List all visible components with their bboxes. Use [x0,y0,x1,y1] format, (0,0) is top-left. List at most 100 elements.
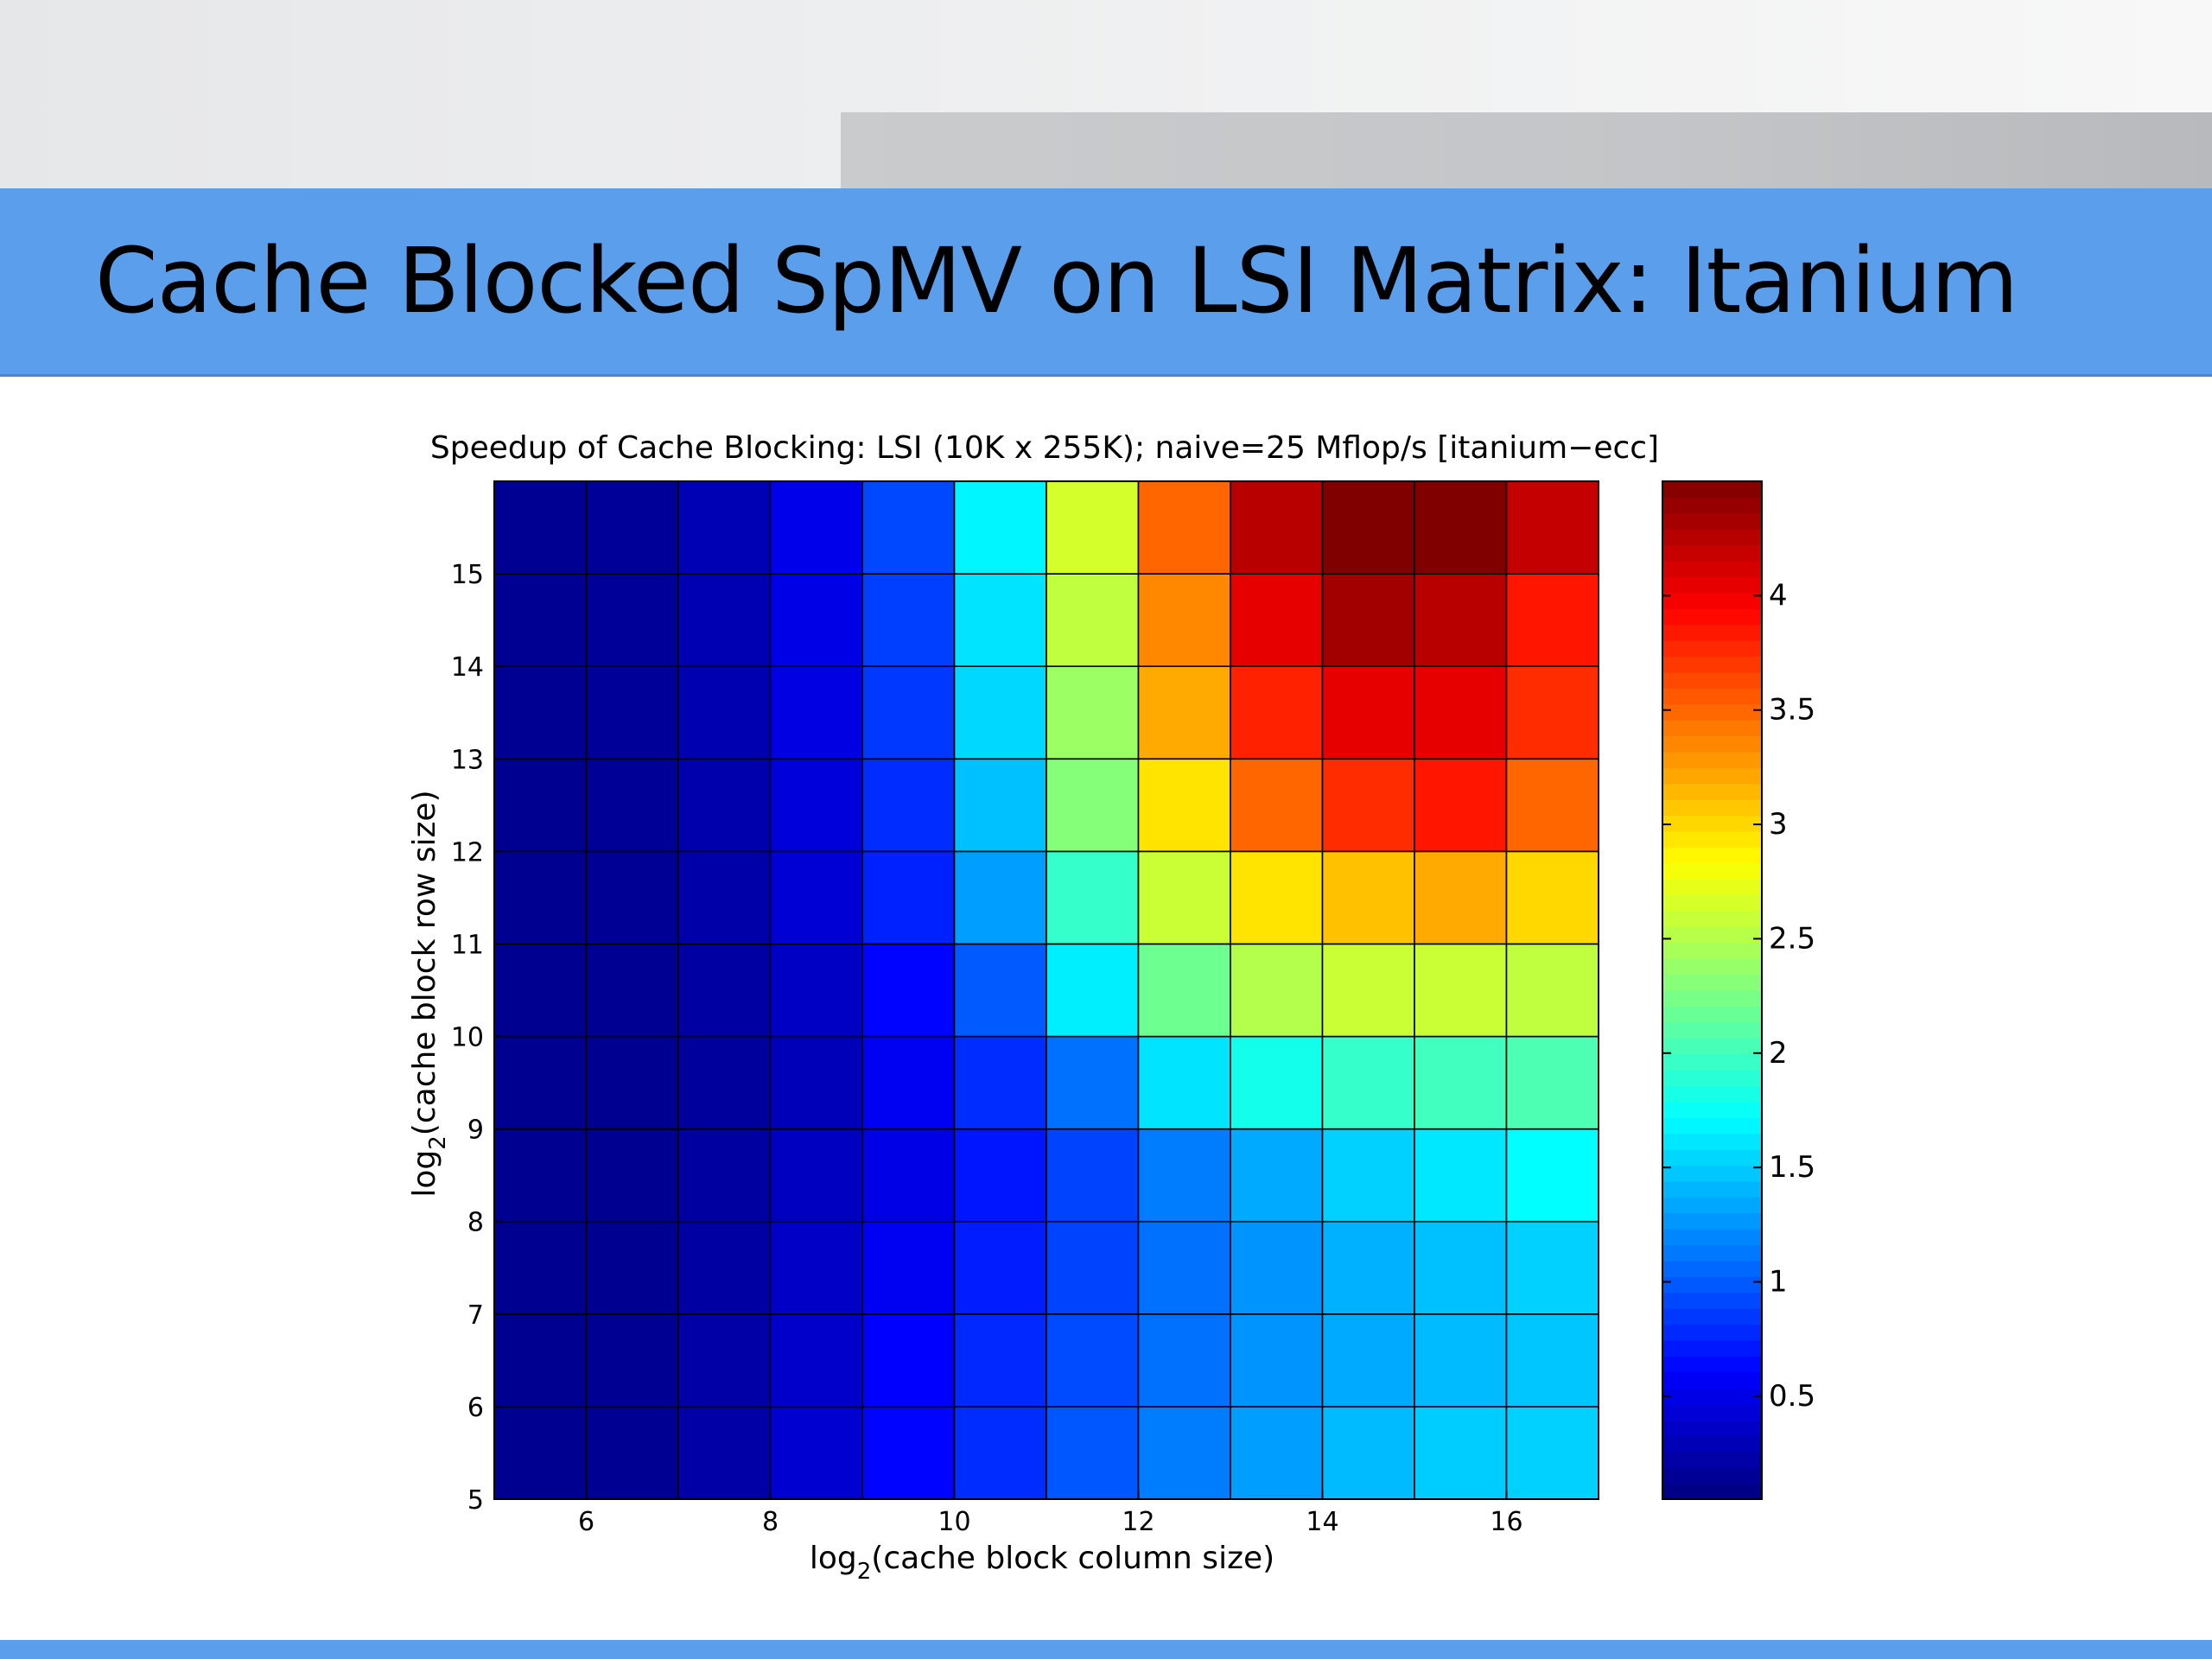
colorbar-segment [1662,1149,1762,1166]
heatmap-cell [1230,1313,1324,1408]
colorbar-segment [1662,783,1762,800]
heatmap-cell [585,943,679,1038]
x-axis-ticks: 6 8 10 12 14 16 [578,1491,1523,1537]
heatmap-cell [677,480,772,575]
heatmap-cell [677,943,772,1038]
colorbar-segment [1662,910,1762,927]
y-tick-label: 9 [467,1116,484,1146]
chart-title: Speedup of Cache Blocking: LSI (10K x 25… [430,430,1659,466]
heatmap-cell [861,573,956,667]
heatmap-cell [1414,1035,1508,1130]
heatmap-cell [1046,480,1140,575]
x-axis-label-text: (cache block column size) [871,1541,1274,1576]
colorbar-segment [1662,608,1762,626]
heatmap-cell [1505,480,1599,575]
y-axis-label: log2(cache block row size) [407,790,451,1197]
heatmap-cell [585,1406,679,1500]
colorbar-segment [1662,1180,1762,1198]
y-tick-label: 8 [467,1208,484,1238]
heatmap-cell [953,1406,1047,1500]
heatmap-cell [861,850,956,945]
y-axis-label-subscript: 2 [425,1135,451,1150]
colorbar-segment [1662,830,1762,848]
heatmap-cell [1321,1128,1415,1223]
heatmap-cell [1230,1128,1324,1223]
x-tick-label: 8 [762,1507,779,1537]
x-tick-label: 6 [578,1507,594,1537]
colorbar-segment [1662,592,1762,609]
heatmap-cell [861,1313,956,1408]
y-axis-label-log: log [407,1150,442,1198]
colorbar-frame [1662,480,1763,1500]
heatmap-cell [493,1313,588,1408]
heatmap-cell [1321,943,1415,1038]
heatmap-cell [953,480,1047,575]
heatmap-cell [1414,1406,1508,1500]
heatmap-cell [585,665,679,760]
colorbar-segment [1662,1085,1762,1103]
colorbar-segment [1662,1229,1762,1246]
x-tick-label: 12 [1122,1507,1154,1537]
heatmap-cell [1321,758,1415,853]
heatmap-cell [1321,1406,1415,1500]
heatmap-cell [861,943,956,1038]
heatmap-cell [1046,1128,1140,1223]
heatmap-cell [585,758,679,853]
heatmap-cell [585,573,679,667]
heatmap-cell [861,758,956,853]
colorbar-segment [1662,1339,1762,1357]
colorbar-tick-label: 4 [1769,578,1788,613]
plot-frame [493,480,1599,1500]
heatmap-cell [769,1220,863,1315]
colorbar-segment [1662,1053,1762,1071]
heatmap-cell [953,943,1047,1038]
colorbar-segment [1662,624,1762,641]
colorbar-segment [1662,481,1762,499]
heatmap-cell [585,1313,679,1408]
heatmap-cell [769,1128,863,1223]
y-axis-ticks: 5 6 7 8 9 10 11 12 13 14 15 [451,560,503,1516]
heatmap-cell [953,665,1047,760]
heatmap-cell [677,850,772,945]
heatmap-cell [861,665,956,760]
colorbar-segment [1662,1292,1762,1309]
colorbar-segment [1662,671,1762,689]
heatmap-cell [769,758,863,853]
heatmap-cell [1505,850,1599,945]
colorbar-segment [1662,529,1762,546]
heatmap-cell [953,1313,1047,1408]
heatmap-cell [1230,665,1324,760]
colorbar-segment [1662,1070,1762,1087]
heatmap-cell [1321,573,1415,667]
heatmap-cell [1230,480,1324,575]
colorbar-segment [1662,688,1762,705]
heatmap-cell [1321,1220,1415,1315]
y-tick-label: 15 [451,560,484,590]
y-tick-label: 6 [467,1393,484,1423]
heatmap-cell [1505,573,1599,667]
y-tick-label: 10 [451,1023,484,1053]
heatmap-cell [1321,665,1415,760]
heatmap-cell [1137,573,1231,667]
colorbar-segment [1662,1165,1762,1182]
heatmap-cell [1046,1220,1140,1315]
heatmap-cell [1230,850,1324,945]
heatmap-cell [953,1220,1047,1315]
colorbar-segment [1662,751,1762,768]
heatmap-cell [493,943,588,1038]
heatmap-cell [1505,1406,1599,1500]
heatmap-cell [1230,758,1324,853]
colorbar-segment [1662,942,1762,959]
title-bar [0,188,2212,377]
colorbar-tick-label: 3.5 [1769,693,1815,728]
heatmap-cell [1137,850,1231,945]
heatmap-cell [1137,1220,1231,1315]
heatmap-cell [1505,665,1599,760]
colorbar-segment [1662,1435,1762,1452]
colorbar-segment [1662,1021,1762,1039]
heatmap-cell [1046,758,1140,853]
colorbar-segment [1662,894,1762,912]
colorbar-segment [1662,974,1762,991]
heatmap-cell [953,1128,1047,1223]
